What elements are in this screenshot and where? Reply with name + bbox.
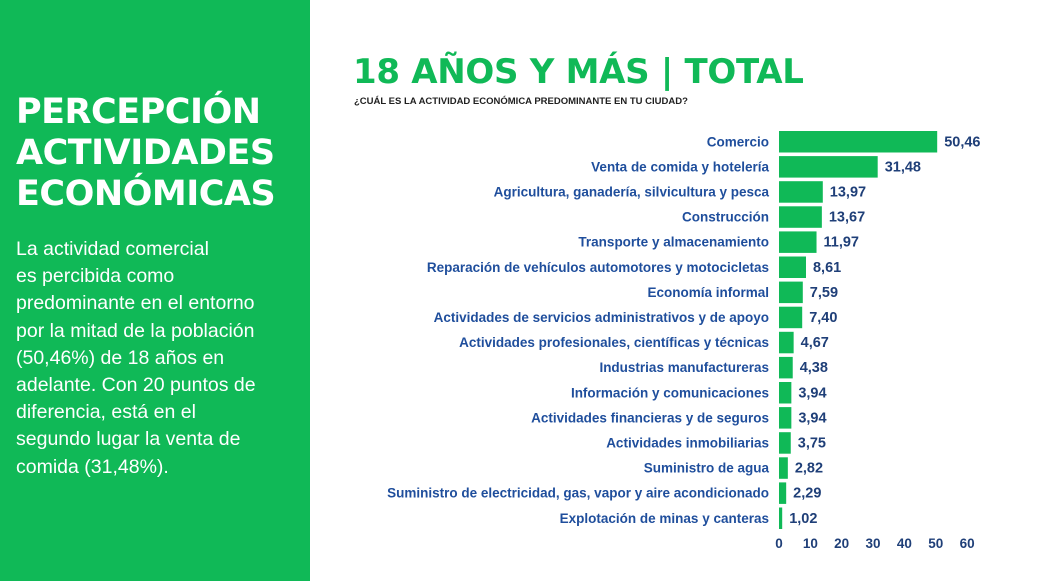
category-label: Explotación de minas y canteras <box>560 511 769 526</box>
category-label: Actividades de servicios administrativos… <box>434 310 769 325</box>
panel-description: La actividad comercial es percibida como… <box>16 236 306 481</box>
value-label: 2,82 <box>795 461 823 477</box>
category-label: Agricultura, ganadería, silvicultura y p… <box>494 184 770 199</box>
x-tick-label: 20 <box>834 536 849 551</box>
panel-description-line: por la mitad de la población <box>16 319 255 342</box>
panel-description-line: (50,46%) de 18 años en <box>16 346 225 369</box>
panel-description-line: La actividad comercial <box>16 238 209 260</box>
x-tick-label: 10 <box>803 536 818 551</box>
left-panel: PERCEPCIÓN ACTIVIDADES ECONÓMICAS La act… <box>0 0 310 581</box>
x-tick-label: 60 <box>960 536 975 551</box>
chart-bar <box>779 432 791 454</box>
panel-title-line: PERCEPCIÓN <box>16 92 261 132</box>
chart-bar <box>779 457 788 479</box>
chart-bar <box>779 407 792 429</box>
panel-title-line: ECONÓMICAS <box>16 174 276 214</box>
chart-bar <box>779 231 817 253</box>
category-label: Información y comunicaciones <box>571 385 769 400</box>
category-label: Construcción <box>682 210 769 225</box>
chart-bar <box>779 382 792 404</box>
category-label: Actividades profesionales, científicas y… <box>459 335 769 350</box>
x-tick-label: 50 <box>928 536 943 551</box>
value-label: 7,40 <box>809 310 837 326</box>
category-label: Transporte y almacenamiento <box>578 235 769 250</box>
chart-bar <box>779 306 803 329</box>
panel-title-line: ACTIVIDADES <box>16 133 275 173</box>
panel-description-line: es percibida como <box>16 265 175 288</box>
value-label: 3,75 <box>798 435 826 451</box>
chart-bar <box>779 331 794 354</box>
value-label: 3,94 <box>798 410 826 426</box>
category-label: Suministro de agua <box>644 461 770 476</box>
category-label: Reparación de vehículos automotores y mo… <box>427 260 769 275</box>
category-label: Industrias manufactureras <box>599 360 769 375</box>
category-label: Suministro de electricidad, gas, vapor y… <box>387 486 769 501</box>
chart-bar <box>779 356 793 379</box>
panel-description-line: segundo lugar la venta de <box>16 428 241 451</box>
category-label: Actividades inmobiliarias <box>606 435 769 450</box>
chart-bar <box>779 256 806 278</box>
x-tick-label: 40 <box>897 536 912 551</box>
panel-description-line: adelante. Con 20 puntos de <box>16 374 256 397</box>
panel-description-line: comida (31,48%). <box>16 455 169 478</box>
chart-bar <box>779 131 938 153</box>
value-label: 3,94 <box>798 385 826 401</box>
category-label: Comercio <box>707 134 769 149</box>
x-tick-label: 0 <box>775 536 783 551</box>
panel-description-line: predominante en el entorno <box>16 292 255 315</box>
x-tick-label: 30 <box>866 536 881 551</box>
value-label: 4,38 <box>800 360 828 376</box>
chart-bar <box>779 206 822 228</box>
chart-bar <box>779 156 878 178</box>
category-label: Actividades financieras y de seguros <box>531 410 769 425</box>
chart-bar <box>779 281 803 304</box>
chart-bar <box>779 181 823 203</box>
value-label: 7,59 <box>810 285 838 301</box>
value-label: 11,97 <box>824 235 860 251</box>
value-label: 1,02 <box>789 511 817 527</box>
value-label: 8,61 <box>813 260 841 276</box>
panel-description-line: diferencia, está en el <box>16 401 196 424</box>
value-label: 13,67 <box>829 210 865 226</box>
value-label: 2,29 <box>793 486 821 502</box>
chart-bar <box>779 482 787 504</box>
category-label: Venta de comida y hotelería <box>591 159 769 174</box>
chart-bar <box>779 507 783 529</box>
value-label: 13,97 <box>830 184 866 200</box>
panel-title: PERCEPCIÓN ACTIVIDADES ECONÓMICAS <box>16 92 276 215</box>
value-label: 31,48 <box>885 159 921 175</box>
value-label: 50,46 <box>944 134 980 150</box>
category-label: Economía informal <box>647 285 769 300</box>
chart-subtitle: ¿CUÁL ES LA ACTIVIDAD ECONÓMICA PREDOMIN… <box>354 96 688 107</box>
chart-title: 18 AÑOS Y MÁS | TOTAL <box>353 52 804 92</box>
value-label: 4,67 <box>801 335 829 351</box>
